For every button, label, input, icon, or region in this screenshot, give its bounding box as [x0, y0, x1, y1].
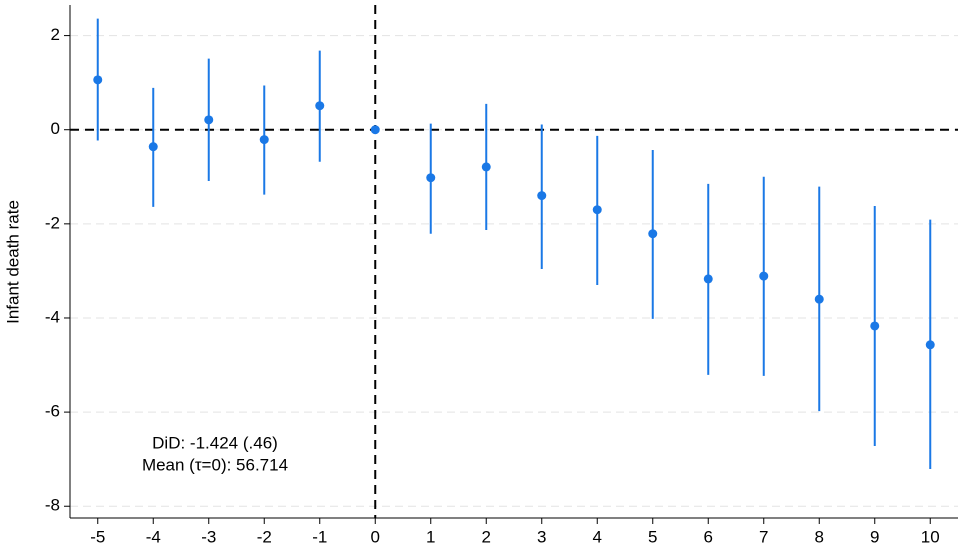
annotation: DiD: -1.424 (.46): [152, 433, 278, 452]
point-estimate: [592, 205, 602, 215]
point-estimate: [259, 135, 269, 145]
point-estimate: [648, 229, 658, 239]
x-tick-label: 3: [537, 527, 546, 546]
x-tick-label: -1: [312, 527, 327, 546]
point-estimate: [93, 75, 103, 85]
x-tick-label: 4: [593, 527, 602, 546]
y-tick-label: -2: [45, 213, 60, 232]
x-tick-label: 8: [815, 527, 824, 546]
point-estimate: [204, 115, 214, 125]
x-tick-label: 2: [482, 527, 491, 546]
y-tick-label: -4: [45, 307, 60, 326]
x-tick-label: 1: [426, 527, 435, 546]
x-tick-label: 9: [870, 527, 879, 546]
point-estimate: [870, 321, 880, 331]
y-tick-label: 0: [51, 119, 60, 138]
x-tick-label: 6: [704, 527, 713, 546]
point-estimate: [703, 274, 713, 284]
y-axis-title: Infant death rate: [3, 200, 22, 324]
point-estimate: [759, 271, 769, 281]
point-estimate: [537, 191, 547, 201]
y-tick-label: 2: [51, 25, 60, 44]
x-tick-label: 7: [759, 527, 768, 546]
x-tick-label: -2: [257, 527, 272, 546]
point-estimate: [481, 162, 491, 172]
point-estimate: [315, 101, 325, 111]
x-tick-label: -4: [146, 527, 161, 546]
x-tick-label: 5: [648, 527, 657, 546]
x-tick-label: -5: [90, 527, 105, 546]
x-tick-label: 0: [371, 527, 380, 546]
point-estimate: [148, 142, 158, 152]
y-tick-label: -8: [45, 496, 60, 515]
point-estimate: [925, 340, 935, 350]
x-tick-label: 10: [921, 527, 940, 546]
y-tick-label: -6: [45, 402, 60, 421]
x-tick-label: -3: [201, 527, 216, 546]
point-estimate: [814, 294, 824, 304]
annotation: Mean (τ=0): 56.714: [142, 455, 288, 474]
point-estimate: [370, 125, 380, 135]
point-estimate: [426, 173, 436, 183]
